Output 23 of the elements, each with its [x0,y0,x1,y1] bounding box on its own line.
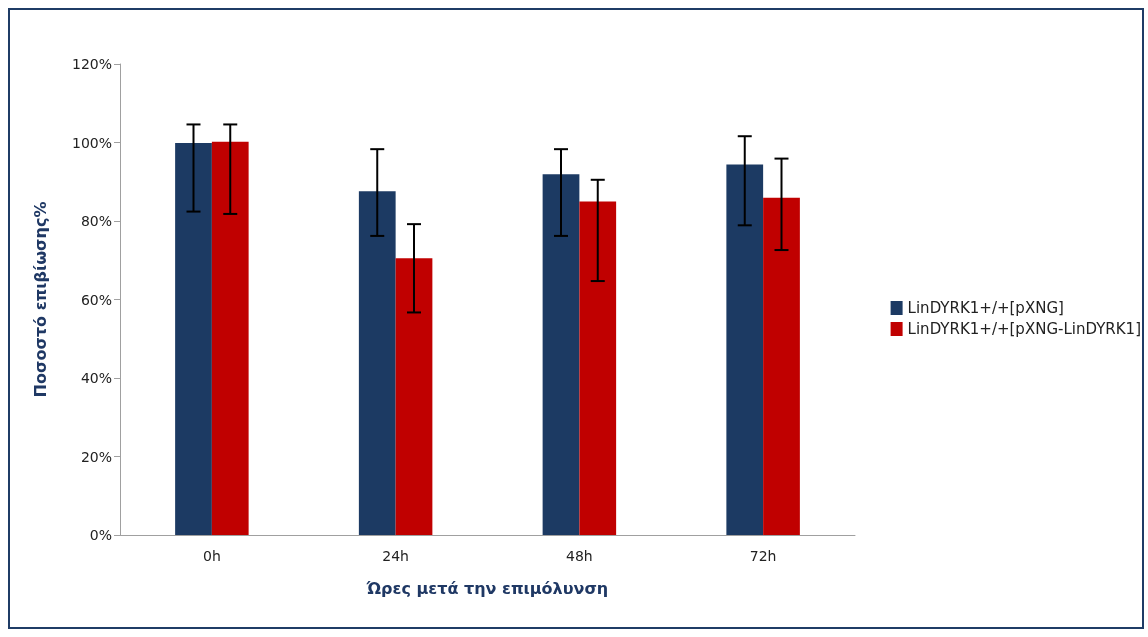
y-tick-label: 0% [89,527,112,543]
y-tick-label: 120% [71,56,112,72]
y-tick-label: 100% [71,134,112,151]
x-tick-label: 0h [202,548,221,564]
y-tick-label: 60% [80,291,112,308]
bar [211,141,249,535]
legend-label: LinDYRK1+/+[pXNG] [907,299,1064,317]
bar [763,197,800,535]
legend-label: LinDYRK1+/+[pXNG-LinDYRK1] [907,320,1142,338]
bar [579,201,617,535]
bar [395,258,433,535]
y-tick-label: 40% [80,370,112,386]
x-axis-title: Ώρες μετά την επιμόλυνση [365,578,609,598]
bar [358,191,396,535]
y-tick-label: 20% [80,448,112,465]
bar [726,164,764,535]
y-axis-title: Ποσοστό επιβίωσης% [30,201,50,398]
bar [542,174,580,535]
x-tick-label: 72h [749,548,777,564]
x-tick-label: 48h [566,548,593,564]
bar [175,142,212,535]
y-tick-label: 80% [80,213,112,229]
x-tick-label: 24h [382,548,409,564]
